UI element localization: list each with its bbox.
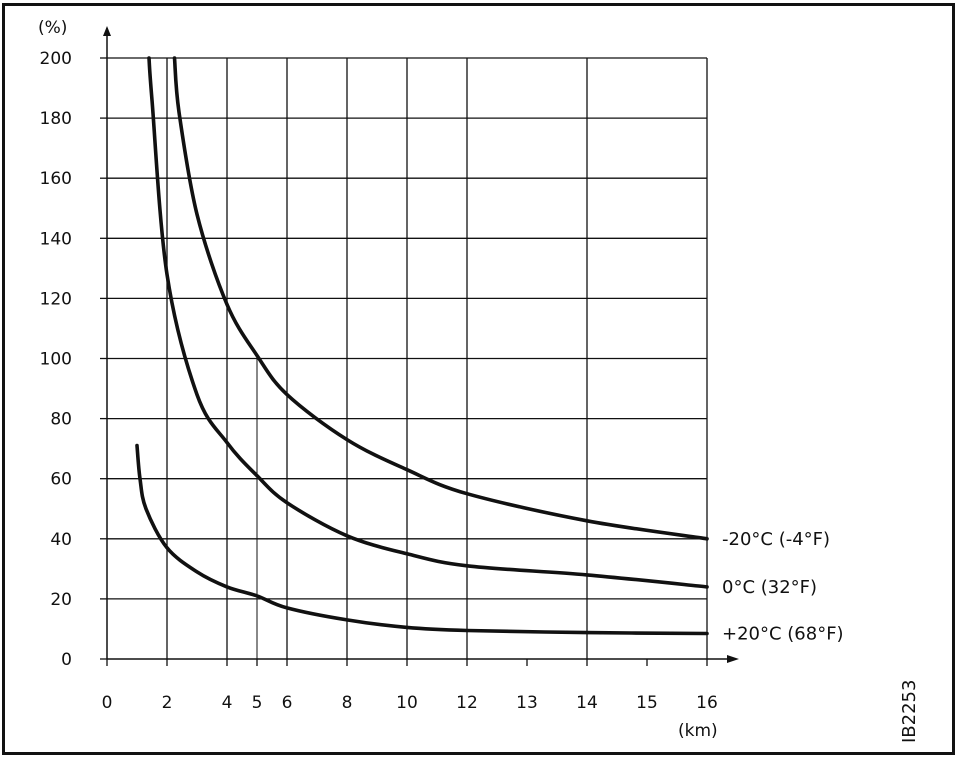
x-tick-label: 6 [282, 693, 293, 713]
y-tick-label: 120 [40, 289, 72, 309]
y-tick-label: 20 [50, 590, 72, 610]
axes [100, 26, 739, 666]
series-curve [147, 56, 709, 589]
series-label: 0°C (32°F) [722, 577, 817, 598]
y-tick-label: 40 [50, 530, 72, 550]
series-curve [135, 443, 709, 636]
curves [135, 56, 709, 636]
series-label: -20°C (-4°F) [722, 529, 830, 550]
y-tick-label: 60 [50, 470, 72, 490]
x-tick-label: 0 [102, 693, 113, 713]
x-tick-label: 8 [342, 693, 353, 713]
y-tick-label: 0 [61, 650, 72, 670]
series-curve [172, 56, 709, 541]
y-tick-label: 140 [40, 229, 72, 249]
x-tick-label: 14 [576, 693, 598, 713]
series-label: +20°C (68°F) [722, 623, 844, 644]
x-tick-label: 15 [636, 693, 658, 713]
series-labels: -20°C (-4°F) 0°C (32°F) +20°C (68°F) [722, 529, 844, 645]
x-tick-label: 5 [252, 693, 263, 713]
x-tick-label: 4 [222, 693, 233, 713]
y-unit-label: (%) [38, 18, 67, 38]
x-tick-label: 12 [456, 693, 478, 713]
x-tick-label: 16 [696, 693, 718, 713]
y-tick-label: 200 [40, 49, 72, 69]
x-tick-labels: 0 2 4 5 6 8 10 12 13 14 15 16 [102, 693, 718, 713]
y-axis-arrow [103, 26, 111, 36]
grid [107, 57, 708, 659]
x-unit-label: (km) [678, 721, 718, 741]
x-axis-arrow [727, 655, 739, 663]
y-tick-label: 80 [50, 410, 72, 430]
figure-code: IB2253 [899, 680, 920, 743]
x-tick-label: 10 [396, 693, 418, 713]
y-tick-label: 180 [40, 109, 72, 129]
y-tick-labels: 0 20 40 60 80 100 120 140 160 180 200 [40, 49, 72, 670]
y-tick-label: 160 [40, 169, 72, 189]
y-tick-label: 100 [40, 350, 72, 370]
x-tick-label: 2 [162, 693, 173, 713]
x-tick-label: 13 [516, 693, 538, 713]
